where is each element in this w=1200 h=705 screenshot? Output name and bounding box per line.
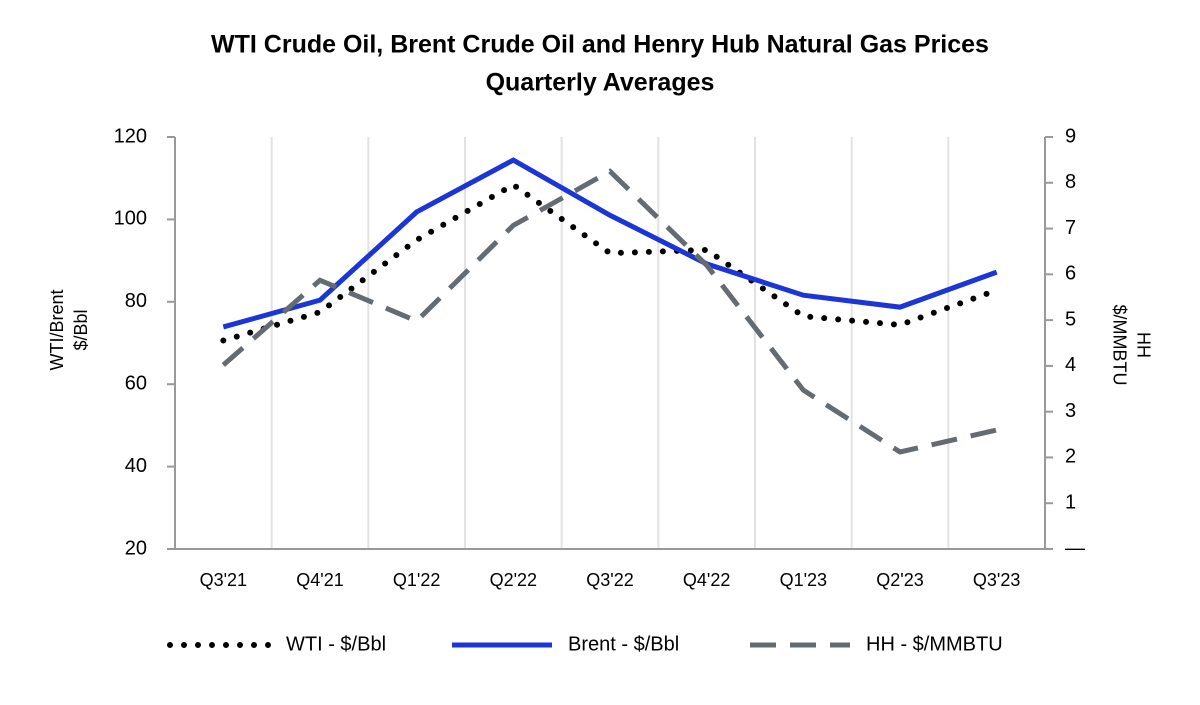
y2-tick-label: — — [1065, 537, 1085, 559]
y-tick-label: 100 — [114, 208, 147, 230]
x-tick-label: Q3'23 — [973, 570, 1020, 590]
y2-tick-label: 2 — [1065, 446, 1076, 468]
y2-tick-label: 7 — [1065, 217, 1076, 239]
legend-label: WTI - $/Bbl — [286, 633, 386, 655]
legend-label: HH - $/MMBTU — [866, 633, 1003, 655]
y2-axis-label: HH — [1133, 332, 1153, 358]
y2-tick-label: 6 — [1065, 263, 1076, 285]
y-axis-label: $/Bbl — [71, 309, 91, 350]
x-tick-label: Q4'22 — [683, 570, 730, 590]
x-tick-label: Q3'22 — [586, 570, 633, 590]
line-series — [220, 181, 1000, 344]
y2-tick-label: 1 — [1065, 492, 1076, 514]
line-series — [222, 157, 998, 330]
x-tick-label: Q3'21 — [200, 570, 247, 590]
x-tick-label: Q1'23 — [780, 570, 827, 590]
y-tick-label: 80 — [125, 290, 147, 312]
y-tick-label: 120 — [114, 125, 147, 147]
x-tick-label: Q2'23 — [876, 570, 923, 590]
y-tick-label: 60 — [125, 372, 147, 394]
y-tick-label: 20 — [125, 537, 147, 559]
y2-tick-label: 4 — [1065, 354, 1076, 376]
y2-tick-label: 8 — [1065, 171, 1076, 193]
x-tick-label: Q1'22 — [393, 570, 440, 590]
y2-axis-label: $/MMBTU — [1109, 305, 1129, 386]
y-tick-label: 40 — [125, 455, 147, 477]
chart-subtitle: Quarterly Averages — [486, 69, 715, 97]
y2-tick-label: 5 — [1065, 308, 1076, 330]
line-series — [221, 168, 998, 455]
chart-title: WTI Crude Oil, Brent Crude Oil and Henry… — [211, 31, 989, 59]
y2-tick-label: 9 — [1065, 125, 1076, 147]
y-axis-label: WTI/Brent — [47, 289, 67, 370]
y2-tick-label: 3 — [1065, 400, 1076, 422]
x-tick-label: Q2'22 — [490, 570, 537, 590]
legend-label: Brent - $/Bbl — [568, 633, 679, 655]
x-tick-label: Q4'21 — [296, 570, 343, 590]
